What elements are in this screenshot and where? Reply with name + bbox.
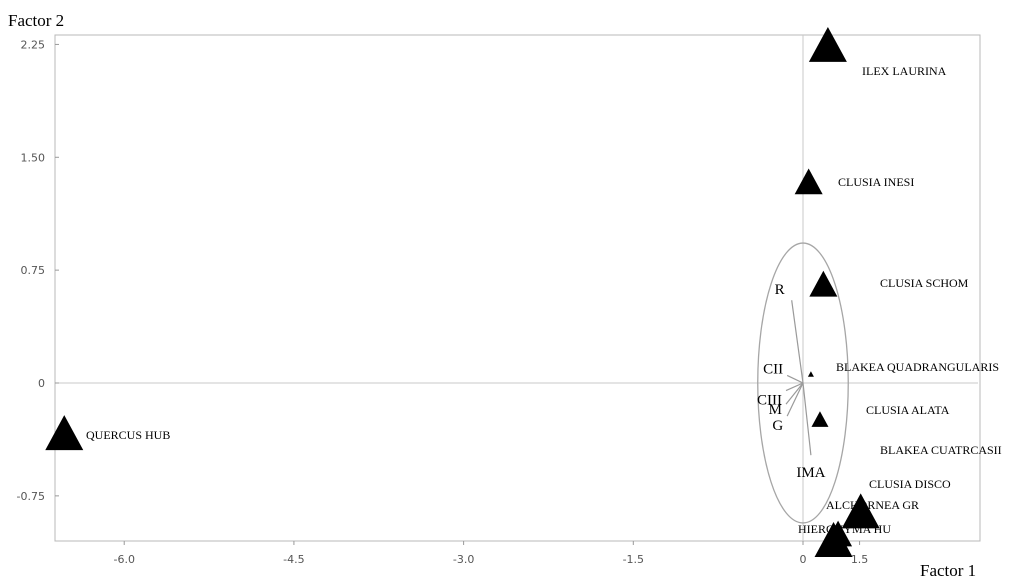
species-marker	[811, 411, 829, 427]
x-axis-title: Factor 1	[920, 561, 976, 578]
correlation-circle	[757, 242, 849, 524]
plot-frame	[54, 34, 981, 542]
x-tick-label: -3.0	[453, 553, 474, 566]
species-label: CLUSIA SCHOM	[880, 276, 969, 290]
variable-label: M	[769, 402, 782, 418]
variable-label: IMA	[796, 465, 825, 481]
species-marker	[848, 512, 855, 519]
variable-vector	[802, 382, 812, 456]
species-marker	[808, 26, 847, 62]
species-marker	[807, 371, 814, 377]
species-label: BLAKEA CUATRCASII	[880, 443, 1002, 457]
x-tick-group: -6.0 -4.5 -3.0 -1.5 0 1.5	[113, 541, 868, 566]
species-label: CLUSIA ALATA	[866, 403, 950, 417]
x-tick-label: 0	[800, 553, 807, 566]
species-markers: ILEX LAURINA CLUSIA INESI CLUSIA SCHOM BLAK…	[45, 26, 1002, 557]
variable-label: G	[772, 418, 783, 434]
y-tick-group: 2.25 1.50 0.75 0 -0.75	[17, 38, 59, 503]
y-tick-label: -0.75	[17, 490, 45, 503]
species-marker	[809, 270, 838, 297]
variable-label: CIII	[757, 393, 782, 409]
species-label: ILEX LAURINA	[862, 64, 947, 78]
species-label: CLUSIA DISCO	[869, 477, 951, 491]
x-tick-label: -4.5	[283, 553, 304, 566]
species-label: CLUSIA INESI	[838, 175, 914, 189]
variable-vector	[786, 382, 804, 417]
y-tick-label: 2.25	[21, 38, 46, 51]
variable-vector	[785, 382, 804, 392]
variable-vector	[791, 300, 804, 384]
y-axis-title: Factor 2	[8, 11, 64, 30]
species-label: QUERCUS HUB	[86, 428, 170, 442]
x-tick-label: 1.5	[851, 553, 869, 566]
x-tick-label: -6.0	[113, 553, 134, 566]
species-label: BLAKEA QUADRANGULARIS	[836, 360, 999, 374]
species-marker	[45, 415, 84, 451]
species-label: ALCHORNEA GR	[826, 498, 919, 512]
variable-label: CII	[763, 361, 783, 377]
species-marker	[794, 168, 823, 195]
x-tick-label: -1.5	[623, 553, 644, 566]
species-marker	[814, 522, 853, 557]
y-tick-label: 0.75	[21, 264, 46, 277]
variable-vector	[786, 374, 804, 384]
species-label: HIERONYMA HU	[798, 522, 891, 536]
y-tick-label: 0	[38, 377, 45, 390]
y-tick-label: 1.50	[21, 151, 46, 164]
variable-vector	[785, 382, 804, 405]
species-marker	[841, 493, 880, 529]
variable-label: R	[775, 282, 785, 298]
